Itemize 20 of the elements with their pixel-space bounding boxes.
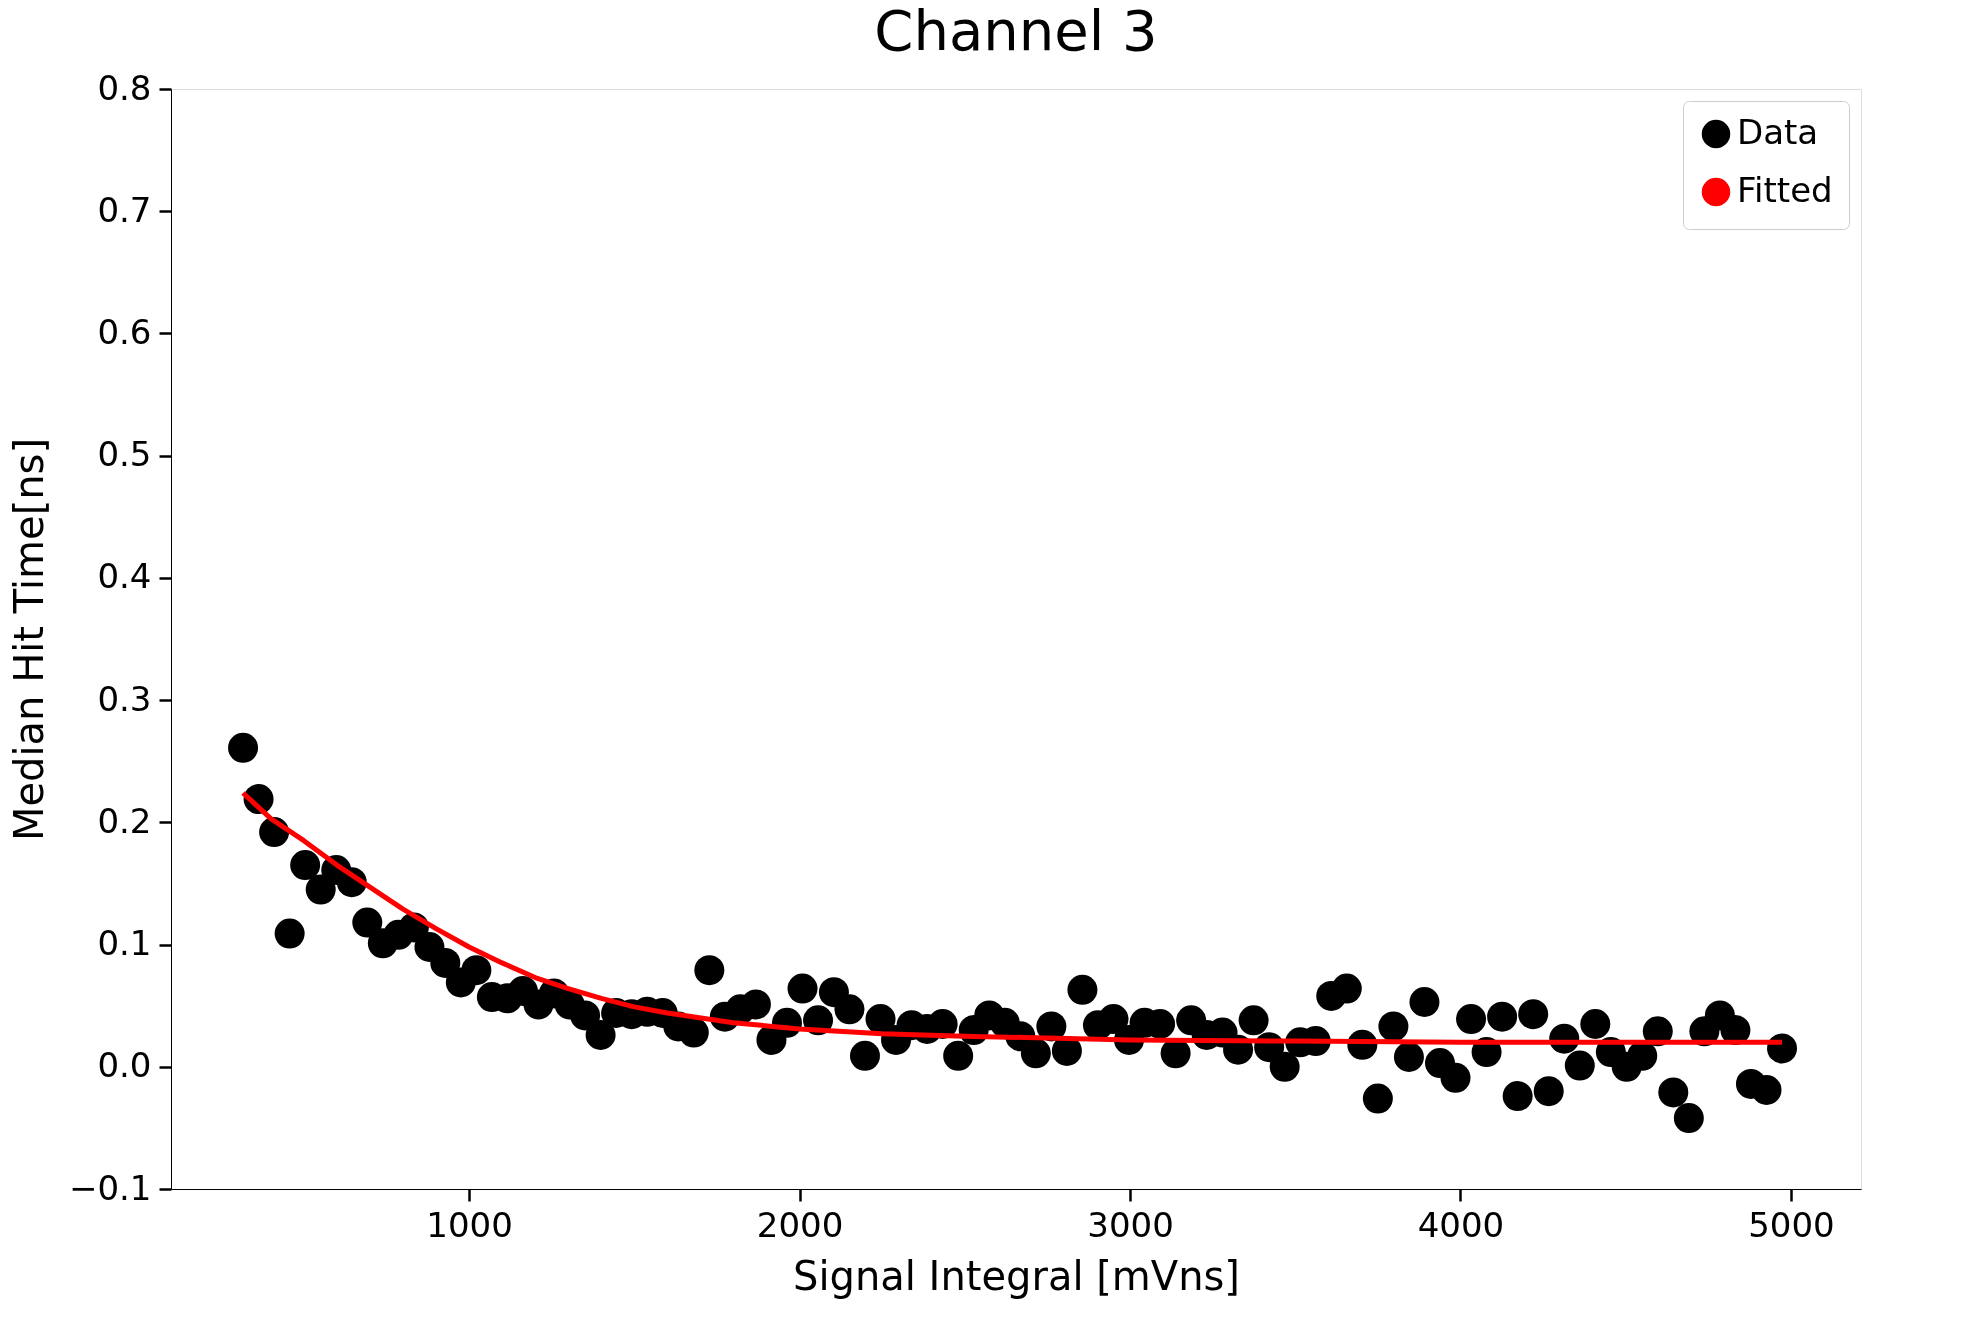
x-tick-label: 3000 [1087,1204,1174,1245]
y-tick-label: 0.0 [97,1045,152,1086]
y-tick-label: 0.6 [97,311,152,352]
legend-label: Fitted [1737,170,1833,210]
y-tick-label: 0.4 [97,556,152,597]
y-tick-label: 0.3 [97,678,152,719]
legend-label: Data [1737,112,1819,152]
y-axis-title: Median Hit Time[ns] [5,437,52,842]
x-tick-label: 4000 [1417,1204,1505,1245]
x-tick-label: 1000 [426,1204,513,1245]
y-tick-label: 0.5 [97,434,152,475]
chart-title: Channel 3 [874,0,1158,63]
x-tick-label: 2000 [756,1204,844,1245]
y-tick-label: −0.1 [68,1167,152,1208]
x-axis-title: Signal Integral [mVns] [793,1252,1240,1299]
y-tick-label: 0.7 [97,189,152,230]
x-tick-label: 5000 [1748,1204,1835,1245]
y-tick-label: 0.1 [97,923,152,964]
y-tick-label: 0.2 [97,800,152,841]
y-tick-label: 0.8 [97,67,152,108]
